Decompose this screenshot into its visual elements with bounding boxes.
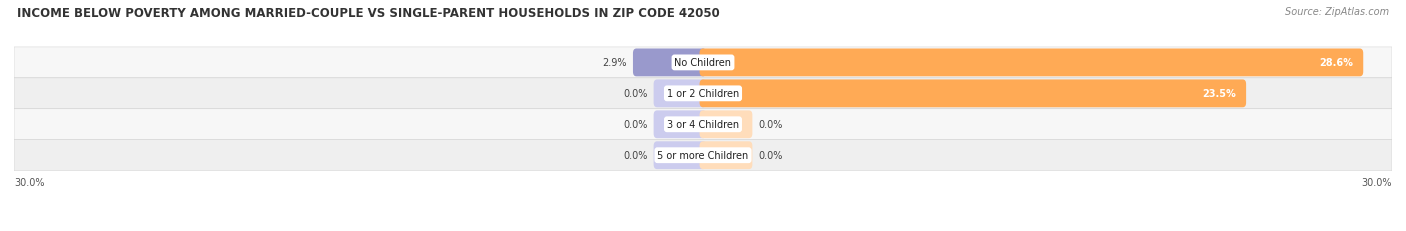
Text: 5 or more Children: 5 or more Children [658, 151, 748, 161]
Text: 0.0%: 0.0% [623, 89, 648, 99]
Text: 1 or 2 Children: 1 or 2 Children [666, 89, 740, 99]
FancyBboxPatch shape [700, 49, 1364, 77]
Text: 2.9%: 2.9% [603, 58, 627, 68]
Text: 28.6%: 28.6% [1319, 58, 1353, 68]
FancyBboxPatch shape [14, 109, 1392, 140]
FancyBboxPatch shape [14, 79, 1392, 109]
Text: 0.0%: 0.0% [758, 120, 783, 130]
FancyBboxPatch shape [633, 49, 706, 77]
FancyBboxPatch shape [14, 140, 1392, 171]
FancyBboxPatch shape [14, 48, 1392, 79]
FancyBboxPatch shape [654, 111, 706, 139]
FancyBboxPatch shape [700, 111, 752, 139]
FancyBboxPatch shape [654, 142, 706, 169]
Text: 0.0%: 0.0% [623, 120, 648, 130]
Text: 0.0%: 0.0% [758, 151, 783, 161]
Text: 30.0%: 30.0% [1361, 178, 1392, 188]
FancyBboxPatch shape [700, 142, 752, 169]
Text: No Children: No Children [675, 58, 731, 68]
Text: 30.0%: 30.0% [14, 178, 45, 188]
Text: INCOME BELOW POVERTY AMONG MARRIED-COUPLE VS SINGLE-PARENT HOUSEHOLDS IN ZIP COD: INCOME BELOW POVERTY AMONG MARRIED-COUPL… [17, 7, 720, 20]
Text: Source: ZipAtlas.com: Source: ZipAtlas.com [1285, 7, 1389, 17]
Text: 3 or 4 Children: 3 or 4 Children [666, 120, 740, 130]
FancyBboxPatch shape [700, 80, 1246, 108]
Text: 0.0%: 0.0% [623, 151, 648, 161]
Text: 23.5%: 23.5% [1202, 89, 1236, 99]
FancyBboxPatch shape [654, 80, 706, 108]
